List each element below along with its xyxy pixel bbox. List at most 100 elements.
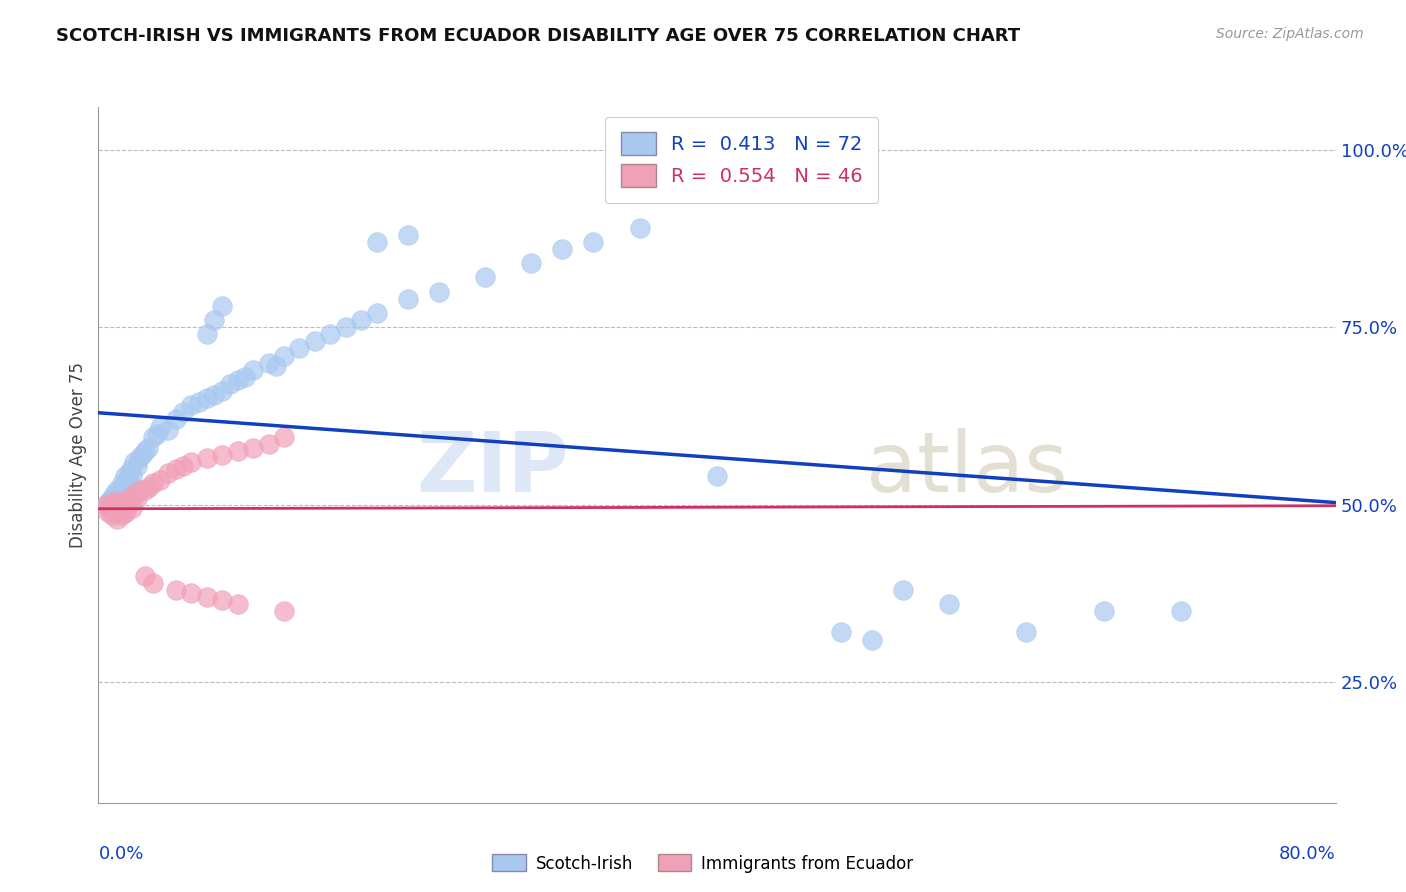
Point bbox=[134, 483, 156, 498]
Point bbox=[219, 376, 242, 391]
Point bbox=[146, 426, 169, 441]
Point bbox=[111, 508, 134, 523]
Point bbox=[111, 476, 134, 491]
Point bbox=[366, 306, 388, 320]
Point bbox=[118, 494, 141, 508]
Point bbox=[105, 494, 128, 508]
Point bbox=[103, 498, 125, 512]
Point bbox=[107, 498, 129, 512]
Point bbox=[104, 501, 127, 516]
Point bbox=[100, 498, 122, 512]
Point bbox=[115, 505, 138, 519]
Point bbox=[195, 327, 218, 342]
Point bbox=[142, 430, 165, 444]
Point bbox=[204, 313, 226, 327]
Point bbox=[180, 398, 202, 412]
Point bbox=[319, 327, 342, 342]
Point bbox=[157, 466, 180, 480]
Text: 80.0%: 80.0% bbox=[1279, 845, 1336, 863]
Point bbox=[211, 384, 233, 398]
Point bbox=[115, 483, 138, 498]
Point bbox=[103, 487, 125, 501]
Point bbox=[108, 505, 131, 519]
Legend: Scotch-Irish, Immigrants from Ecuador: Scotch-Irish, Immigrants from Ecuador bbox=[485, 847, 921, 880]
Point bbox=[335, 320, 357, 334]
Point bbox=[114, 469, 136, 483]
Point bbox=[96, 498, 118, 512]
Point bbox=[112, 501, 135, 516]
Point bbox=[242, 441, 264, 455]
Point bbox=[157, 423, 180, 437]
Point bbox=[120, 491, 142, 505]
Point bbox=[860, 632, 883, 647]
Point bbox=[366, 235, 388, 249]
Point bbox=[226, 444, 249, 458]
Point bbox=[173, 458, 195, 473]
Point bbox=[122, 455, 145, 469]
Point bbox=[195, 590, 218, 604]
Point bbox=[520, 256, 543, 270]
Text: 0.0%: 0.0% bbox=[98, 845, 143, 863]
Point bbox=[706, 469, 728, 483]
Point bbox=[211, 448, 233, 462]
Point bbox=[128, 451, 150, 466]
Point bbox=[427, 285, 450, 299]
Point bbox=[1092, 604, 1115, 618]
Legend: R =  0.413   N = 72, R =  0.554   N = 46: R = 0.413 N = 72, R = 0.554 N = 46 bbox=[605, 117, 879, 202]
Point bbox=[257, 356, 280, 370]
Point bbox=[891, 582, 914, 597]
Point bbox=[273, 604, 295, 618]
Point bbox=[107, 498, 129, 512]
Point bbox=[129, 483, 152, 498]
Point bbox=[103, 505, 125, 519]
Point bbox=[127, 491, 149, 505]
Point bbox=[288, 342, 311, 356]
Point bbox=[134, 444, 156, 458]
Point bbox=[304, 334, 326, 349]
Point bbox=[142, 476, 165, 491]
Point bbox=[112, 494, 135, 508]
Point bbox=[149, 419, 172, 434]
Point bbox=[100, 501, 122, 516]
Point bbox=[104, 494, 127, 508]
Point bbox=[138, 480, 160, 494]
Point bbox=[121, 501, 143, 516]
Point bbox=[938, 597, 960, 611]
Point bbox=[195, 391, 218, 405]
Point bbox=[165, 462, 187, 476]
Point bbox=[96, 498, 118, 512]
Point bbox=[101, 491, 124, 505]
Point bbox=[266, 359, 288, 374]
Point bbox=[108, 501, 131, 516]
Point bbox=[188, 394, 211, 409]
Text: atlas: atlas bbox=[866, 428, 1067, 509]
Point bbox=[173, 405, 195, 419]
Point bbox=[121, 469, 143, 483]
Y-axis label: Disability Age Over 75: Disability Age Over 75 bbox=[69, 362, 87, 548]
Point bbox=[103, 498, 125, 512]
Point bbox=[101, 508, 124, 523]
Point bbox=[105, 512, 128, 526]
Point bbox=[136, 441, 159, 455]
Point bbox=[396, 227, 419, 242]
Point bbox=[97, 505, 120, 519]
Point bbox=[211, 593, 233, 607]
Point bbox=[117, 473, 139, 487]
Point bbox=[131, 448, 153, 462]
Point bbox=[195, 451, 218, 466]
Point bbox=[396, 292, 419, 306]
Point bbox=[122, 487, 145, 501]
Point bbox=[273, 430, 295, 444]
Point bbox=[107, 491, 129, 505]
Text: Source: ZipAtlas.com: Source: ZipAtlas.com bbox=[1216, 27, 1364, 41]
Text: ZIP: ZIP bbox=[416, 428, 568, 509]
Point bbox=[628, 220, 651, 235]
Point bbox=[257, 437, 280, 451]
Point bbox=[98, 494, 121, 508]
Point bbox=[180, 455, 202, 469]
Point bbox=[551, 242, 574, 256]
Point bbox=[112, 480, 135, 494]
Point bbox=[830, 625, 852, 640]
Point bbox=[1170, 604, 1192, 618]
Point bbox=[273, 349, 295, 363]
